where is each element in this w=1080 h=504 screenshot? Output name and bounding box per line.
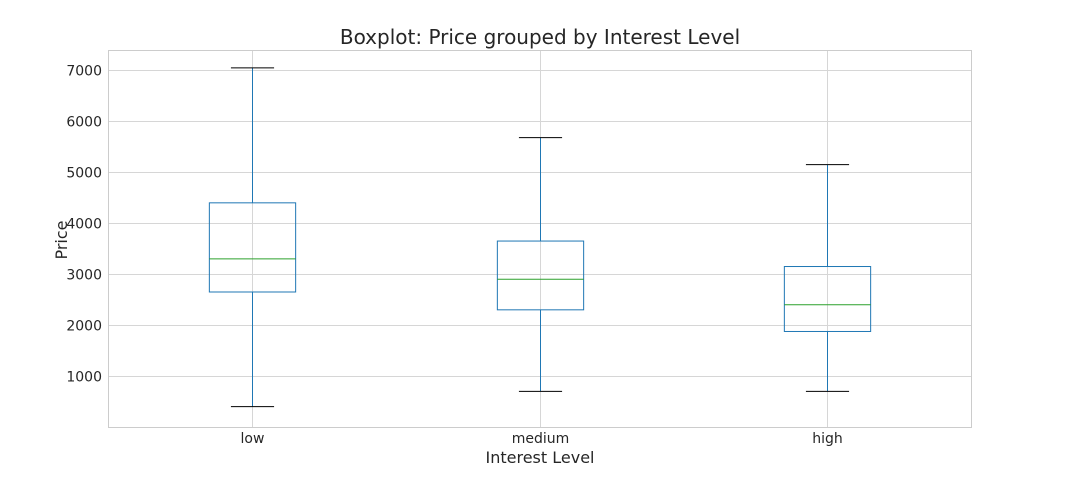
y-tick-label: 2000 (66, 319, 102, 335)
y-tick-label: 1000 (66, 370, 102, 386)
tick-layer: 1000 2000 3000 4000 5000 6000 7000 low medium hig… (66, 64, 842, 448)
box-layer (208, 67, 872, 408)
box-high (783, 164, 872, 392)
chart-title: Boxplot: Price grouped by Interest Level (340, 25, 740, 49)
x-tick-label: medium (512, 431, 570, 447)
y-tick-label: 7000 (66, 64, 102, 80)
box-low (208, 67, 297, 408)
box-medium (496, 137, 585, 392)
y-tick-label: 6000 (66, 115, 102, 131)
grid-layer (108, 50, 971, 427)
iqr-box (208, 202, 297, 293)
y-tick-label: 3000 (66, 268, 102, 284)
y-axis-label: Price (52, 220, 71, 259)
iqr-box (783, 266, 872, 332)
x-axis-label: Interest Level (486, 448, 595, 467)
y-tick-label: 5000 (66, 166, 102, 182)
x-tick-label: low (241, 431, 265, 447)
y-tick-label: 4000 (66, 217, 102, 233)
x-tick-label: high (812, 431, 843, 447)
plot-frame (108, 50, 972, 428)
iqr-box (496, 240, 585, 311)
